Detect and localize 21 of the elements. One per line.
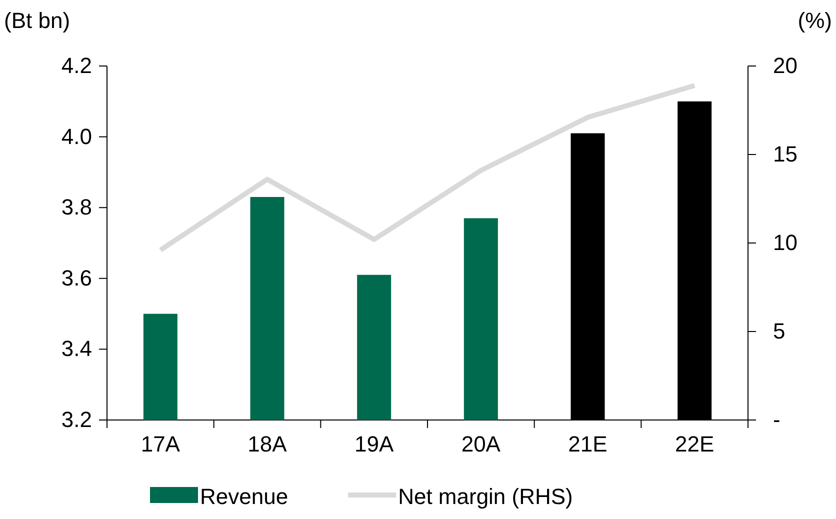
legend-label: Net margin (RHS) xyxy=(398,484,573,509)
y2-tick-label: 5 xyxy=(773,318,786,344)
y-tick-label: 3.6 xyxy=(61,265,92,290)
y-axis-title: (Bt bn) xyxy=(4,8,70,33)
y-tick-label: 4.2 xyxy=(61,53,92,78)
x-tick-label: 17A xyxy=(140,432,180,457)
y2-tick-label: 20 xyxy=(773,53,798,78)
y-tick-label: 3.2 xyxy=(61,407,92,432)
x-tick-label: 22E xyxy=(675,432,714,457)
x-tick-label: 19A xyxy=(354,432,394,457)
y-tick-label: 3.4 xyxy=(61,336,92,362)
y2-axis-title: (%) xyxy=(798,8,832,33)
x-tick-label: 18A xyxy=(248,432,288,457)
y2-tick-label: 10 xyxy=(773,230,798,256)
y-tick-label: 4.0 xyxy=(61,124,92,149)
x-tick-label: 21E xyxy=(568,432,608,457)
x-tick-label: 20A xyxy=(461,432,501,457)
y2-tick-label: - xyxy=(773,407,780,432)
y-tick-label: 3.8 xyxy=(61,194,92,220)
legend-label: Revenue xyxy=(200,484,288,509)
y2-tick-label: 15 xyxy=(773,142,798,167)
